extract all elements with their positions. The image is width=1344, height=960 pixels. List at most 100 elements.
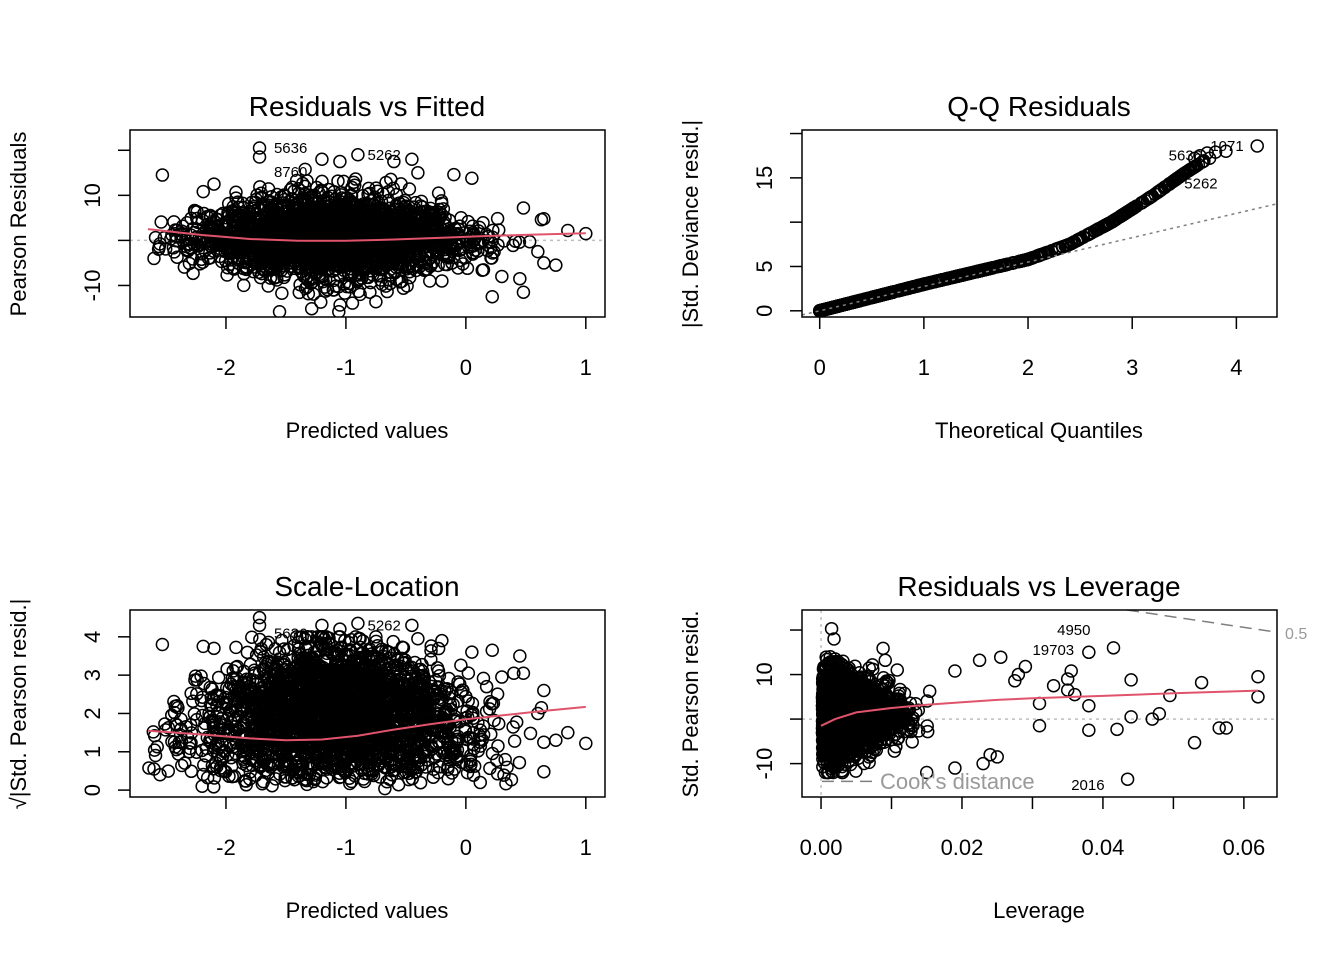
data-point <box>986 260 1001 275</box>
data-point <box>247 199 262 214</box>
data-point <box>1098 218 1112 233</box>
point-label: 5262 <box>368 147 401 164</box>
data-point <box>1174 168 1188 183</box>
data-point <box>349 256 364 271</box>
data-point <box>298 179 312 194</box>
data-point <box>332 200 347 214</box>
qq-reference-line <box>802 203 1277 316</box>
data-point <box>436 243 451 257</box>
data-point <box>484 241 498 255</box>
panel-qq-residuals: Q-Q Residuals Theoretical Quantiles |Std… <box>678 91 1278 443</box>
data-point <box>277 642 291 656</box>
data-point <box>460 261 475 276</box>
data-point <box>1185 161 1200 175</box>
data-point <box>275 286 289 300</box>
y-axis-label: Pearson Residuals <box>6 132 31 317</box>
data-point <box>1044 244 1059 258</box>
data-point <box>351 259 366 274</box>
data-point <box>413 249 427 263</box>
data-point <box>295 242 309 257</box>
data-point <box>476 263 491 277</box>
data-point <box>333 298 347 312</box>
data-point <box>198 244 212 258</box>
data-point <box>356 260 371 274</box>
data-point <box>414 236 428 250</box>
data-point <box>438 257 452 272</box>
data-point <box>293 260 307 274</box>
data-point <box>283 208 297 222</box>
data-point <box>479 679 494 694</box>
data-point <box>512 235 527 249</box>
data-point <box>252 212 266 227</box>
data-point <box>440 762 455 777</box>
data-point <box>332 220 347 235</box>
outlier-point <box>315 152 329 167</box>
data-point <box>304 301 319 316</box>
data-point <box>265 778 279 793</box>
data-point <box>416 221 431 236</box>
data-point <box>245 630 259 644</box>
data-point <box>277 270 291 285</box>
data-point <box>182 237 196 251</box>
data-point <box>911 278 925 293</box>
data-point <box>240 645 255 660</box>
data-point <box>182 256 197 271</box>
data-point <box>314 295 328 309</box>
y-tick-label: 5 <box>752 260 777 272</box>
data-point <box>523 726 538 741</box>
data-point <box>369 295 383 309</box>
data-point <box>466 768 481 782</box>
data-point <box>231 229 245 244</box>
x-axis-label: Theoretical Quantiles <box>935 418 1143 443</box>
data-point <box>158 242 173 256</box>
data-point <box>255 209 269 223</box>
data-point <box>424 644 438 658</box>
data-point <box>940 271 954 286</box>
data-point <box>304 630 319 644</box>
data-point <box>380 208 395 223</box>
data-point <box>953 268 967 283</box>
plot-area <box>142 610 593 796</box>
data-point <box>847 295 861 309</box>
panel-title: Q-Q Residuals <box>947 91 1131 122</box>
data-point <box>509 715 524 729</box>
data-point <box>289 219 304 234</box>
data-point <box>269 270 284 284</box>
data-point <box>1148 187 1162 201</box>
data-point <box>380 775 394 789</box>
data-point <box>322 205 336 220</box>
data-point <box>837 297 851 312</box>
data-point <box>466 225 481 240</box>
outlier-point <box>513 271 527 286</box>
data-point <box>359 247 374 262</box>
data-point <box>175 758 189 773</box>
data-point <box>337 244 351 258</box>
point-label: 1071 <box>1210 138 1243 155</box>
data-point <box>461 214 475 229</box>
data-point <box>197 206 211 221</box>
data-point <box>360 215 374 230</box>
plot-area <box>130 141 605 317</box>
data-point <box>373 269 387 283</box>
data-point <box>402 182 417 196</box>
x-axis-label: Predicted values <box>286 898 449 923</box>
panel-title: Scale-Location <box>274 571 459 602</box>
data-point <box>256 240 271 255</box>
data-point <box>294 251 308 266</box>
data-point <box>337 236 352 250</box>
data-point <box>226 200 240 214</box>
data-point <box>378 781 392 796</box>
data-point <box>396 195 411 210</box>
data-point <box>330 222 344 237</box>
outlier-point <box>531 244 545 259</box>
data-point <box>285 222 300 237</box>
data-point <box>161 764 176 778</box>
outlier-point <box>405 152 419 167</box>
data-point <box>367 251 381 266</box>
data-point <box>229 640 243 655</box>
data-point <box>339 251 353 265</box>
data-point <box>379 279 393 293</box>
data-point <box>353 287 367 302</box>
plot-frame <box>801 129 1278 318</box>
data-point <box>456 257 470 271</box>
